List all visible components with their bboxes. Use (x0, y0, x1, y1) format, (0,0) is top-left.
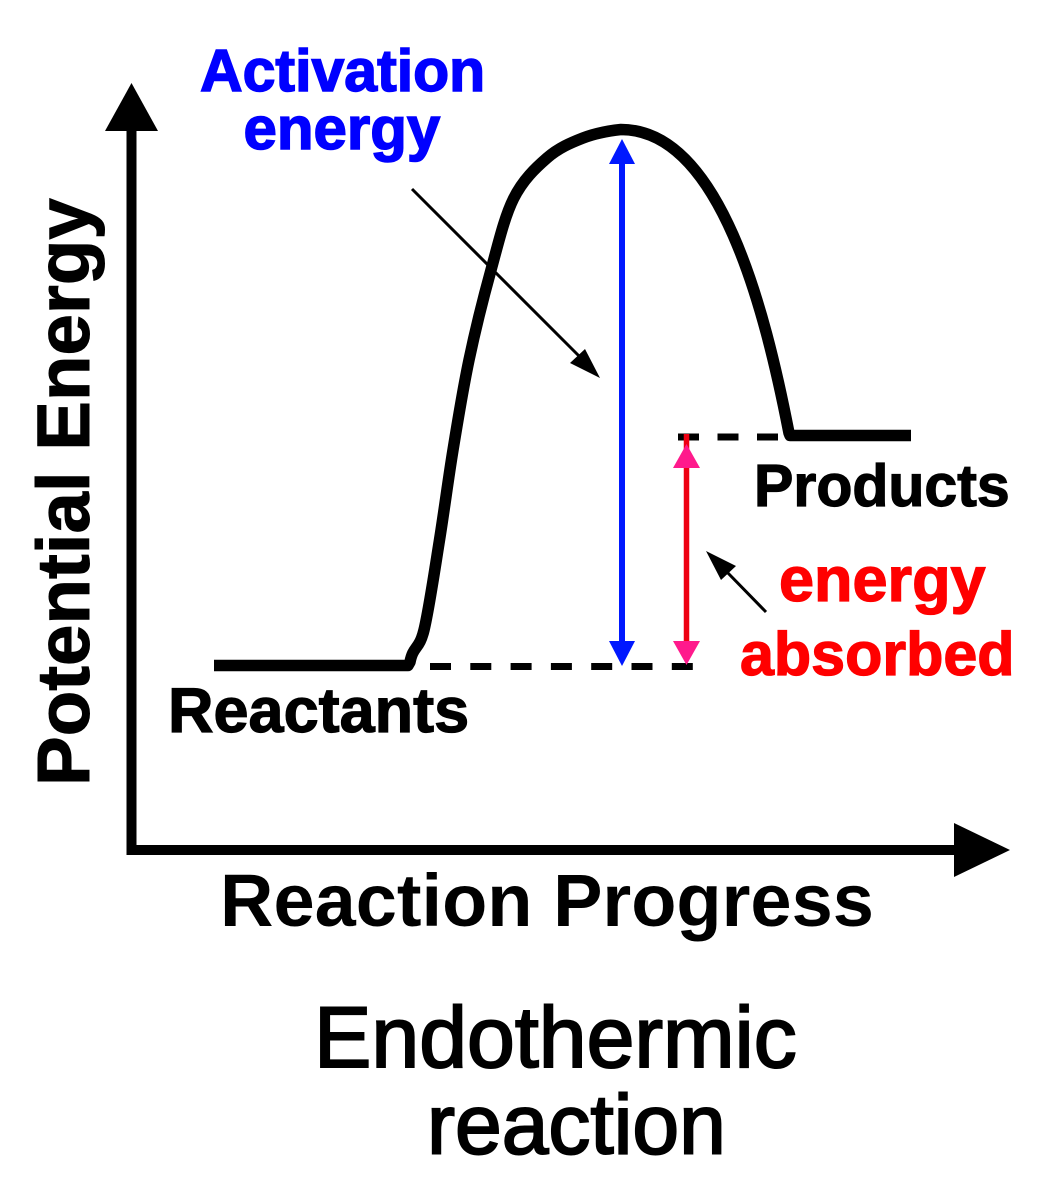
svg-text:Potential Energy: Potential Energy (22, 198, 105, 786)
svg-text:absorbed: absorbed (740, 620, 1015, 688)
svg-text:energy: energy (244, 95, 441, 162)
svg-text:Reaction Progress: Reaction Progress (220, 859, 874, 942)
svg-text:reaction: reaction (427, 1078, 726, 1172)
svg-text:Reactants: Reactants (168, 676, 469, 746)
svg-text:Endothermic: Endothermic (314, 990, 797, 1086)
svg-text:Activation: Activation (200, 38, 485, 104)
svg-text:energy: energy (779, 545, 986, 615)
svg-text:Products: Products (754, 453, 1010, 519)
